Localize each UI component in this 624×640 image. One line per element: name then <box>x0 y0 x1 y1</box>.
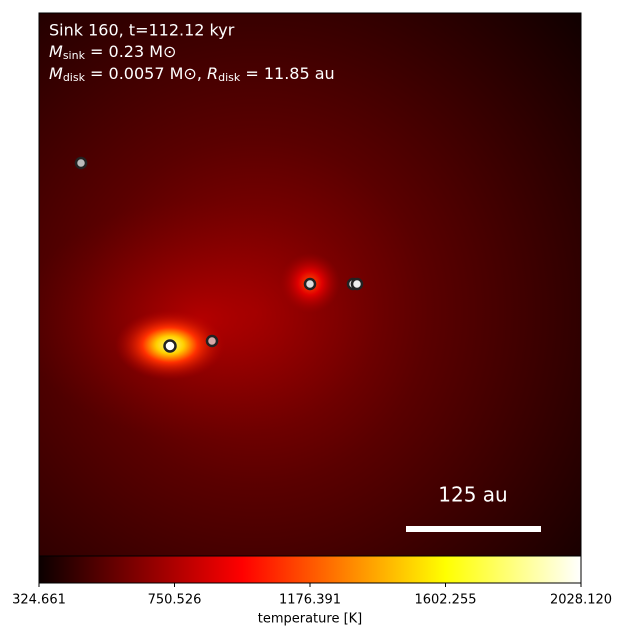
annotation-text: = 0.23 M⊙ <box>85 42 177 61</box>
symbol: M <box>49 64 63 83</box>
annotation: Sink 160, t=112.12 kyr <box>49 21 235 40</box>
tick-label: 1176.391 <box>279 593 341 608</box>
symbol: M <box>49 42 63 61</box>
subscript: disk <box>218 71 241 84</box>
symbol: R <box>207 64 218 83</box>
map <box>39 13 581 556</box>
sink <box>303 277 317 291</box>
tick-label: 1602.255 <box>414 593 476 608</box>
annotation: Mdisk = 0.0057 M⊙, Rdisk = 11.85 au <box>49 64 335 85</box>
sink <box>205 334 219 348</box>
annotation-text: = 0.0057 M⊙, <box>85 64 207 83</box>
sink <box>350 277 364 291</box>
tick-label: 2028.120 <box>550 593 612 608</box>
annotation: Msink = 0.23 M⊙ <box>49 42 176 63</box>
colorbar <box>38 555 582 584</box>
annotation-text: = 11.85 au <box>240 64 334 83</box>
sink <box>74 156 88 170</box>
tick-label: 324.661 <box>12 593 66 608</box>
subscript: sink <box>63 49 86 62</box>
colorbar-label: temperature [K] <box>258 612 363 627</box>
scale-bar-label: 125 au <box>438 483 507 507</box>
tick-label: 750.526 <box>148 593 202 608</box>
sink <box>163 339 177 353</box>
sinks <box>74 156 364 353</box>
scale-bar <box>406 526 541 532</box>
subscript: disk <box>63 71 86 84</box>
